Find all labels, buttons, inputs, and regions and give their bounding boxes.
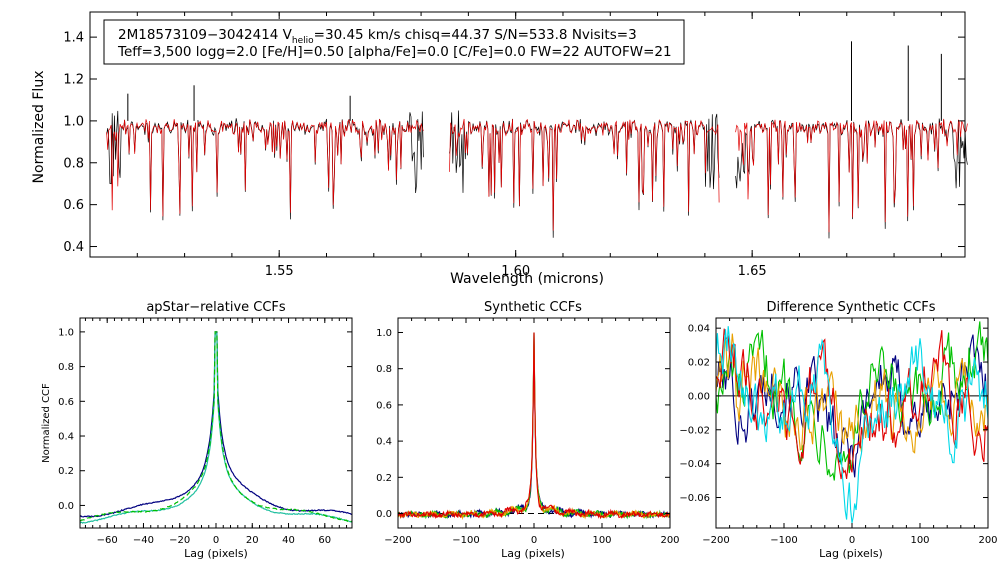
spectrum-annotation-box <box>103 19 685 65</box>
x-tick-label: −100 <box>770 535 797 546</box>
apstar-ccf-line-1 <box>79 331 353 518</box>
difference-ccf-line-5 <box>715 326 989 524</box>
difference-ccf-panel: Difference Synthetic CCFs −200 −100 0 100 20… <box>679 300 997 560</box>
apstar-ccf-title: apStar−relative CCFs <box>146 300 286 315</box>
difference-ccf-line-3 <box>715 332 989 454</box>
y-tick-label: 1.0 <box>63 114 84 129</box>
difference-ccf-title: Difference Synthetic CCFs <box>766 300 935 315</box>
spectrum-panel: 1.55 1.60 1.65 0.4 0.6 0.8 1.0 1.2 1.4 2M1857310… <box>31 11 968 287</box>
x-tick-label: 100 <box>592 535 611 546</box>
x-tick-label: 1.55 <box>265 264 294 279</box>
synthetic-ccf-panel: Synthetic CCFs −200 −100 0 100 200 0.0 0.2 0.4 0… <box>376 300 679 560</box>
y-tick-label: 0.02 <box>688 358 710 369</box>
spectrum-plot-frame <box>89 11 966 258</box>
apstar-ccf-line-2 <box>79 333 353 524</box>
y-tick-label: 0.6 <box>63 198 84 213</box>
x-tick-label: 0 <box>531 535 537 546</box>
synthetic-ccf-series <box>397 332 671 521</box>
y-tick-label: 0.8 <box>58 362 74 373</box>
y-tick-label: 0.8 <box>376 364 392 375</box>
x-tick-label: −20 <box>169 535 190 546</box>
y-tick-label: −0.04 <box>679 459 710 470</box>
y-tick-label: 1.2 <box>63 73 84 88</box>
x-tick-label: −200 <box>384 535 411 546</box>
y-tick-label: −0.06 <box>679 493 710 504</box>
y-tick-label: 1.4 <box>63 31 84 46</box>
apstar-ccf-series <box>79 331 353 524</box>
apstar-ccf-ticks: −60 −40 −20 0 20 40 60 0.0 0.2 0.4 0.6 0.8 1.0 <box>58 318 352 546</box>
apstar-ccf-plot-frame <box>79 317 353 529</box>
y-tick-label: 1.0 <box>376 328 392 339</box>
annotation-line1: 2M18573109−3042414 Vhelio=30.45 km/s chi… <box>118 27 637 46</box>
y-tick-label: 0.4 <box>58 432 74 443</box>
synthetic-ccf-x-label: Lag (pixels) <box>501 547 565 560</box>
synthetic-ccf-title: Synthetic CCFs <box>484 300 582 315</box>
y-tick-label: −0.02 <box>679 425 710 436</box>
x-tick-label: 100 <box>910 535 929 546</box>
x-tick-label: 60 <box>318 535 331 546</box>
spectrum-ticks: 1.55 1.60 1.65 0.4 0.6 0.8 1.0 1.2 1.4 <box>63 12 965 279</box>
y-tick-label: 0.2 <box>376 473 392 484</box>
x-tick-label: −200 <box>702 535 729 546</box>
y-tick-label: 0.00 <box>688 391 710 402</box>
y-tick-label: 0.6 <box>376 400 392 411</box>
model-spectrum-line <box>735 118 968 233</box>
x-tick-label: 40 <box>282 535 295 546</box>
x-tick-label: 200 <box>978 535 997 546</box>
difference-ccf-ticks: −200 −100 0 100 200 −0.06 −0.04 −0.02 0.00 0.02 0.… <box>679 318 998 546</box>
x-tick-label: 1.65 <box>738 264 767 279</box>
y-tick-label: 0.4 <box>63 240 84 255</box>
y-tick-label: 0.8 <box>63 156 84 171</box>
synthetic-ccf-ticks: −200 −100 0 100 200 0.0 0.2 0.4 0.6 0.8 1.0 <box>376 318 680 546</box>
apstar-ccf-panel: apStar−relative CCFs −60 −40 −20 0 20 40 60 0.0… <box>41 300 353 560</box>
spectrum-series <box>106 41 968 239</box>
model-spectrum-line <box>449 118 720 231</box>
y-tick-label: 0.0 <box>58 501 74 512</box>
spectrum-y-label: Normalized Flux <box>31 71 47 184</box>
x-tick-label: −60 <box>97 535 118 546</box>
spectrum-x-label: Wavelength (microns) <box>450 271 604 287</box>
x-tick-label: 0 <box>213 535 219 546</box>
x-tick-label: 1.60 <box>501 264 530 279</box>
y-tick-label: 0.2 <box>58 466 74 477</box>
apstar-ccf-y-label: Normalized CCF <box>41 383 52 463</box>
x-tick-label: 20 <box>246 535 259 546</box>
x-tick-label: −100 <box>452 535 479 546</box>
x-tick-label: 0 <box>849 535 855 546</box>
y-tick-label: 0.0 <box>376 509 392 520</box>
y-tick-label: 0.04 <box>688 324 710 335</box>
x-tick-label: −40 <box>133 535 154 546</box>
difference-ccf-line-4 <box>715 328 989 480</box>
difference-ccf-x-label: Lag (pixels) <box>819 547 883 560</box>
synthetic-ccf-line-4 <box>397 332 671 520</box>
apstar-ccf-line-3 <box>80 331 353 523</box>
x-tick-label: 200 <box>660 535 679 546</box>
y-tick-label: 1.0 <box>58 327 74 338</box>
annotation-line2: Teff=3,500 logg=2.0 [Fe/H]=0.50 [alpha/F… <box>117 44 672 60</box>
apstar-ccf-x-label: Lag (pixels) <box>184 547 248 560</box>
difference-ccf-series <box>715 321 989 524</box>
y-tick-label: 0.6 <box>58 397 74 408</box>
y-tick-label: 0.4 <box>376 437 392 448</box>
model-spectrum-line <box>106 118 424 217</box>
